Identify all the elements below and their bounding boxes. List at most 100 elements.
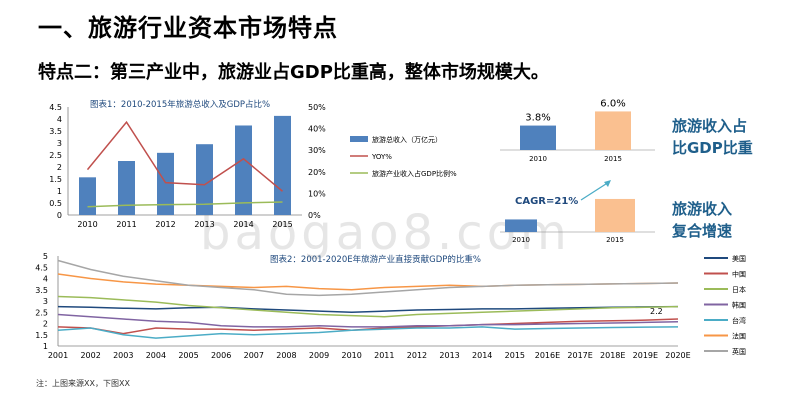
chart-tourism-revenue: 0 0.5 1 1.5 2 2.5 3 3.5 4 4.5 0% 10% 20% 30% 40% 50% 2… [49,99,457,229]
chart1-y-left-tick: 3 [57,139,62,148]
chart1-bar [79,177,96,215]
footnote: 注：上图来源XX，下图XX [36,379,130,388]
chart4-x-tick: 2002 [80,351,100,360]
chart2-x-tick: 2015 [604,155,622,163]
chart3-x-tick: 2010 [512,236,530,244]
chart1-x-tick: 2012 [155,220,175,229]
chart4-x-tick: 2003 [113,351,133,360]
side-label-growth-line2: 复合增速 [672,222,733,240]
chart1-y-left-tick: 0.5 [49,199,62,208]
chart1-legend-label: YOY% [371,153,392,161]
chart2-data-label: 6.0% [600,98,625,109]
chart1-y-left-tick: 1.5 [49,175,62,184]
chart1-legend-label: 旅游产业收入占GDP比例% [372,169,457,178]
chart-gdp-contribution: 1 1.5 2 2.5 3 3.5 4 4.5 5 2001 2002 2003 2004 2005 20… [35,252,746,360]
growth-arrow [580,180,611,201]
chart1-bar [235,125,252,215]
chart1-y-left-tick: 4 [57,115,62,124]
chart4-x-tick: 2005 [178,351,198,360]
chart1-x-tick: 2011 [116,220,136,229]
side-label-share: 旅游收入占 比GDP比重 [672,115,753,159]
chart4-x-tick: 2020E [665,351,690,360]
chart4-y-tick: 5 [43,252,48,261]
chart4-y-tick: 3 [43,297,48,306]
chart-revenue-growth: 2010 2015 CAGR=21% [500,180,655,244]
chart4-y-tick: 4.5 [35,263,48,272]
side-label-share-line2: 比GDP比重 [672,139,753,157]
chart4-y-tick: 4 [43,275,48,284]
side-label-growth: 旅游收入 复合增速 [672,198,732,242]
side-label-share-line1: 旅游收入占 [672,117,748,135]
chart1-y-right-tick: 20% [308,168,326,177]
chart4-line-韩国 [57,313,679,328]
chart4-title: 图表2：2001-2020E年旅游产业直接贡献GDP的比重% [270,254,481,265]
chart4-legend-label: 韩国 [732,301,746,310]
chart4-x-tick: 2011 [374,351,394,360]
chart4-y-tick: 2.5 [35,308,48,317]
chart1-y-left-tick: 4.5 [49,103,62,112]
chart1-line-2 [87,201,283,208]
chart4-y-tick: 2 [43,320,48,329]
watermark: baogao8.com [200,205,571,261]
chart4-x-tick: 2008 [276,351,296,360]
chart1-y-left-tick: 2 [57,163,62,172]
chart4-legend-label: 美国 [732,254,746,263]
chart4-y-tick: 1 [43,342,48,351]
chart1-line-1 [86,120,283,192]
chart1-x-tick: 2015 [272,220,292,229]
chart4-legend-label: 法国 [732,332,746,341]
chart3-x-tick: 2015 [606,236,624,244]
chart1-legend-swatch [350,136,368,142]
chart4-x-tick: 2019E [633,351,658,360]
chart2-bar [520,125,556,150]
slide-title: 一、旅游行业资本市场特点 [38,14,338,42]
chart4-x-tick: 2001 [48,351,68,360]
chart1-bar [118,161,135,215]
chart4-legend-label: 台湾 [732,316,746,325]
chart4-x-tick: 2017E [567,351,592,360]
chart1-x-tick: 2013 [194,220,214,229]
chart1-y-left-tick: 0 [57,211,62,220]
chart1-y-left-tick: 2.5 [49,151,62,160]
chart4-x-tick: 2006 [211,351,231,360]
chart4-line-美国 [57,305,679,314]
chart1-y-right-tick: 0% [308,211,321,220]
chart3-bar [595,198,635,232]
chart1-y-right-tick: 50% [308,103,326,112]
chart1-bar [274,115,291,215]
chart4-y-tick: 3.5 [35,286,48,295]
chart4-x-tick: 2018E [600,351,625,360]
chart4-x-tick: 2014 [472,351,492,360]
chart4-y-tick: 1.5 [35,331,48,340]
chart2-data-label: 3.8% [525,113,550,124]
chart2-x-tick: 2010 [529,155,547,163]
chart1-legend-label: 旅游总收入（万亿元） [372,135,442,144]
chart4-x-tick: 2013 [439,351,459,360]
chart4-data-label: 2.2 [650,307,663,316]
chart4-x-tick: 2012 [407,351,427,360]
chart4-line-法国 [57,273,679,291]
slide-subtitle: 特点二：第三产业中，旅游业占GDP比重高，整体市场规模大。 [38,62,549,83]
side-label-growth-line1: 旅游收入 [672,200,733,218]
chart1-y-left-tick: 1 [57,187,62,196]
chart4-x-tick: 2016E [535,351,560,360]
chart4-line-日本 [57,295,679,318]
chart4-line-台湾 [57,326,679,339]
chart4-line-英国 [57,259,679,297]
chart3-bar [505,219,537,232]
chart1-x-tick: 2014 [233,220,253,229]
chart1-title: 图表1：2010-2015年旅游总收入及GDP占比% [90,99,270,110]
chart4-legend-label: 英国 [732,347,746,356]
chart4-x-tick: 2010 [342,351,362,360]
chart4-legend-label: 日本 [732,285,746,294]
chart4-x-tick: 2009 [309,351,329,360]
chart4-x-tick: 2015 [505,351,525,360]
cagr-label: CAGR=21% [515,196,578,207]
chart1-bar [196,144,213,215]
chart1-y-right-tick: 30% [308,146,326,155]
chart1-x-tick: 2010 [77,220,97,229]
chart1-y-left-tick: 3.5 [49,127,62,136]
chart4-x-tick: 2007 [244,351,264,360]
chart-gdp-share: 3.8% 2010 6.0% 2015 [500,98,655,163]
chart1-y-right-tick: 10% [308,189,326,198]
